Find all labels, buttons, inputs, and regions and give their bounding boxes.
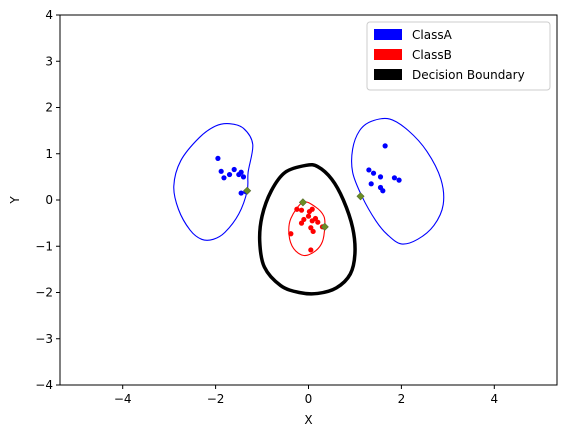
y-tick-label: 1 [45, 147, 53, 161]
legend-swatch [374, 49, 402, 60]
class-a-point [368, 181, 374, 187]
class-contour-2 [288, 201, 326, 257]
class-a-point [377, 174, 384, 180]
class-a-point [215, 155, 221, 161]
plot-content [173, 117, 445, 296]
y-tick-label: 4 [45, 8, 53, 22]
class-b-point [312, 215, 319, 222]
class-b-point [298, 207, 305, 213]
legend-swatch [374, 69, 402, 80]
x-tick-label: −2 [207, 392, 225, 406]
x-axis-ticks: −4 −2 0 2 4 [114, 385, 498, 406]
class-a-point [391, 175, 398, 181]
class-b-point [308, 247, 314, 253]
class-b-point [301, 216, 307, 223]
x-tick-label: 0 [305, 392, 313, 406]
class-contour-0 [173, 123, 254, 241]
class-b-point [309, 206, 315, 212]
class-a-point [380, 188, 386, 194]
y-axis-label: Y [8, 196, 22, 205]
class-a-point [240, 174, 247, 180]
class-a-point [226, 171, 233, 178]
legend-label: ClassB [412, 48, 452, 62]
y-tick-label: −4 [35, 378, 53, 392]
y-tick-label: 0 [45, 193, 53, 207]
y-tick-label: 2 [45, 101, 53, 115]
class-a-point [221, 175, 227, 181]
class-b-point [315, 219, 321, 225]
class-b-point [298, 220, 305, 226]
legend: ClassA ClassB Decision Boundary [366, 21, 551, 91]
class-a-point [382, 143, 388, 149]
x-tick-label: −4 [114, 392, 132, 406]
class-a-point [231, 166, 237, 173]
class-b-point [310, 228, 316, 235]
y-axis-ticks: −4 −3 −2 −1 0 1 2 3 4 [35, 8, 60, 392]
legend-box [366, 21, 551, 91]
legend-swatch [374, 29, 402, 40]
support-vector-marker [356, 192, 365, 201]
x-tick-label: 4 [490, 392, 498, 406]
support-vector-marker [243, 186, 252, 195]
x-axis-label: X [304, 413, 312, 427]
class-a-point [238, 169, 244, 175]
class-b-point [305, 213, 312, 219]
class-a-point [218, 168, 224, 174]
x-tick-label: 2 [398, 392, 406, 406]
class-a-point [396, 177, 402, 183]
y-tick-label: −1 [35, 239, 53, 253]
y-tick-label: 3 [45, 54, 53, 68]
class-b-point [308, 225, 314, 231]
class-contour-1 [351, 117, 445, 245]
support-vector-marker [320, 222, 329, 231]
y-tick-label: −3 [35, 332, 53, 346]
support-vector-marker [298, 198, 307, 207]
class-a-point [370, 170, 377, 176]
decision-boundary-curve [257, 162, 357, 296]
y-tick-label: −2 [35, 286, 53, 300]
class-a-point [238, 190, 244, 196]
class-b-point [294, 206, 300, 212]
class-a-point [366, 167, 372, 173]
legend-label: ClassA [412, 28, 453, 42]
legend-label: Decision Boundary [412, 68, 525, 82]
class-b-point [288, 231, 294, 237]
